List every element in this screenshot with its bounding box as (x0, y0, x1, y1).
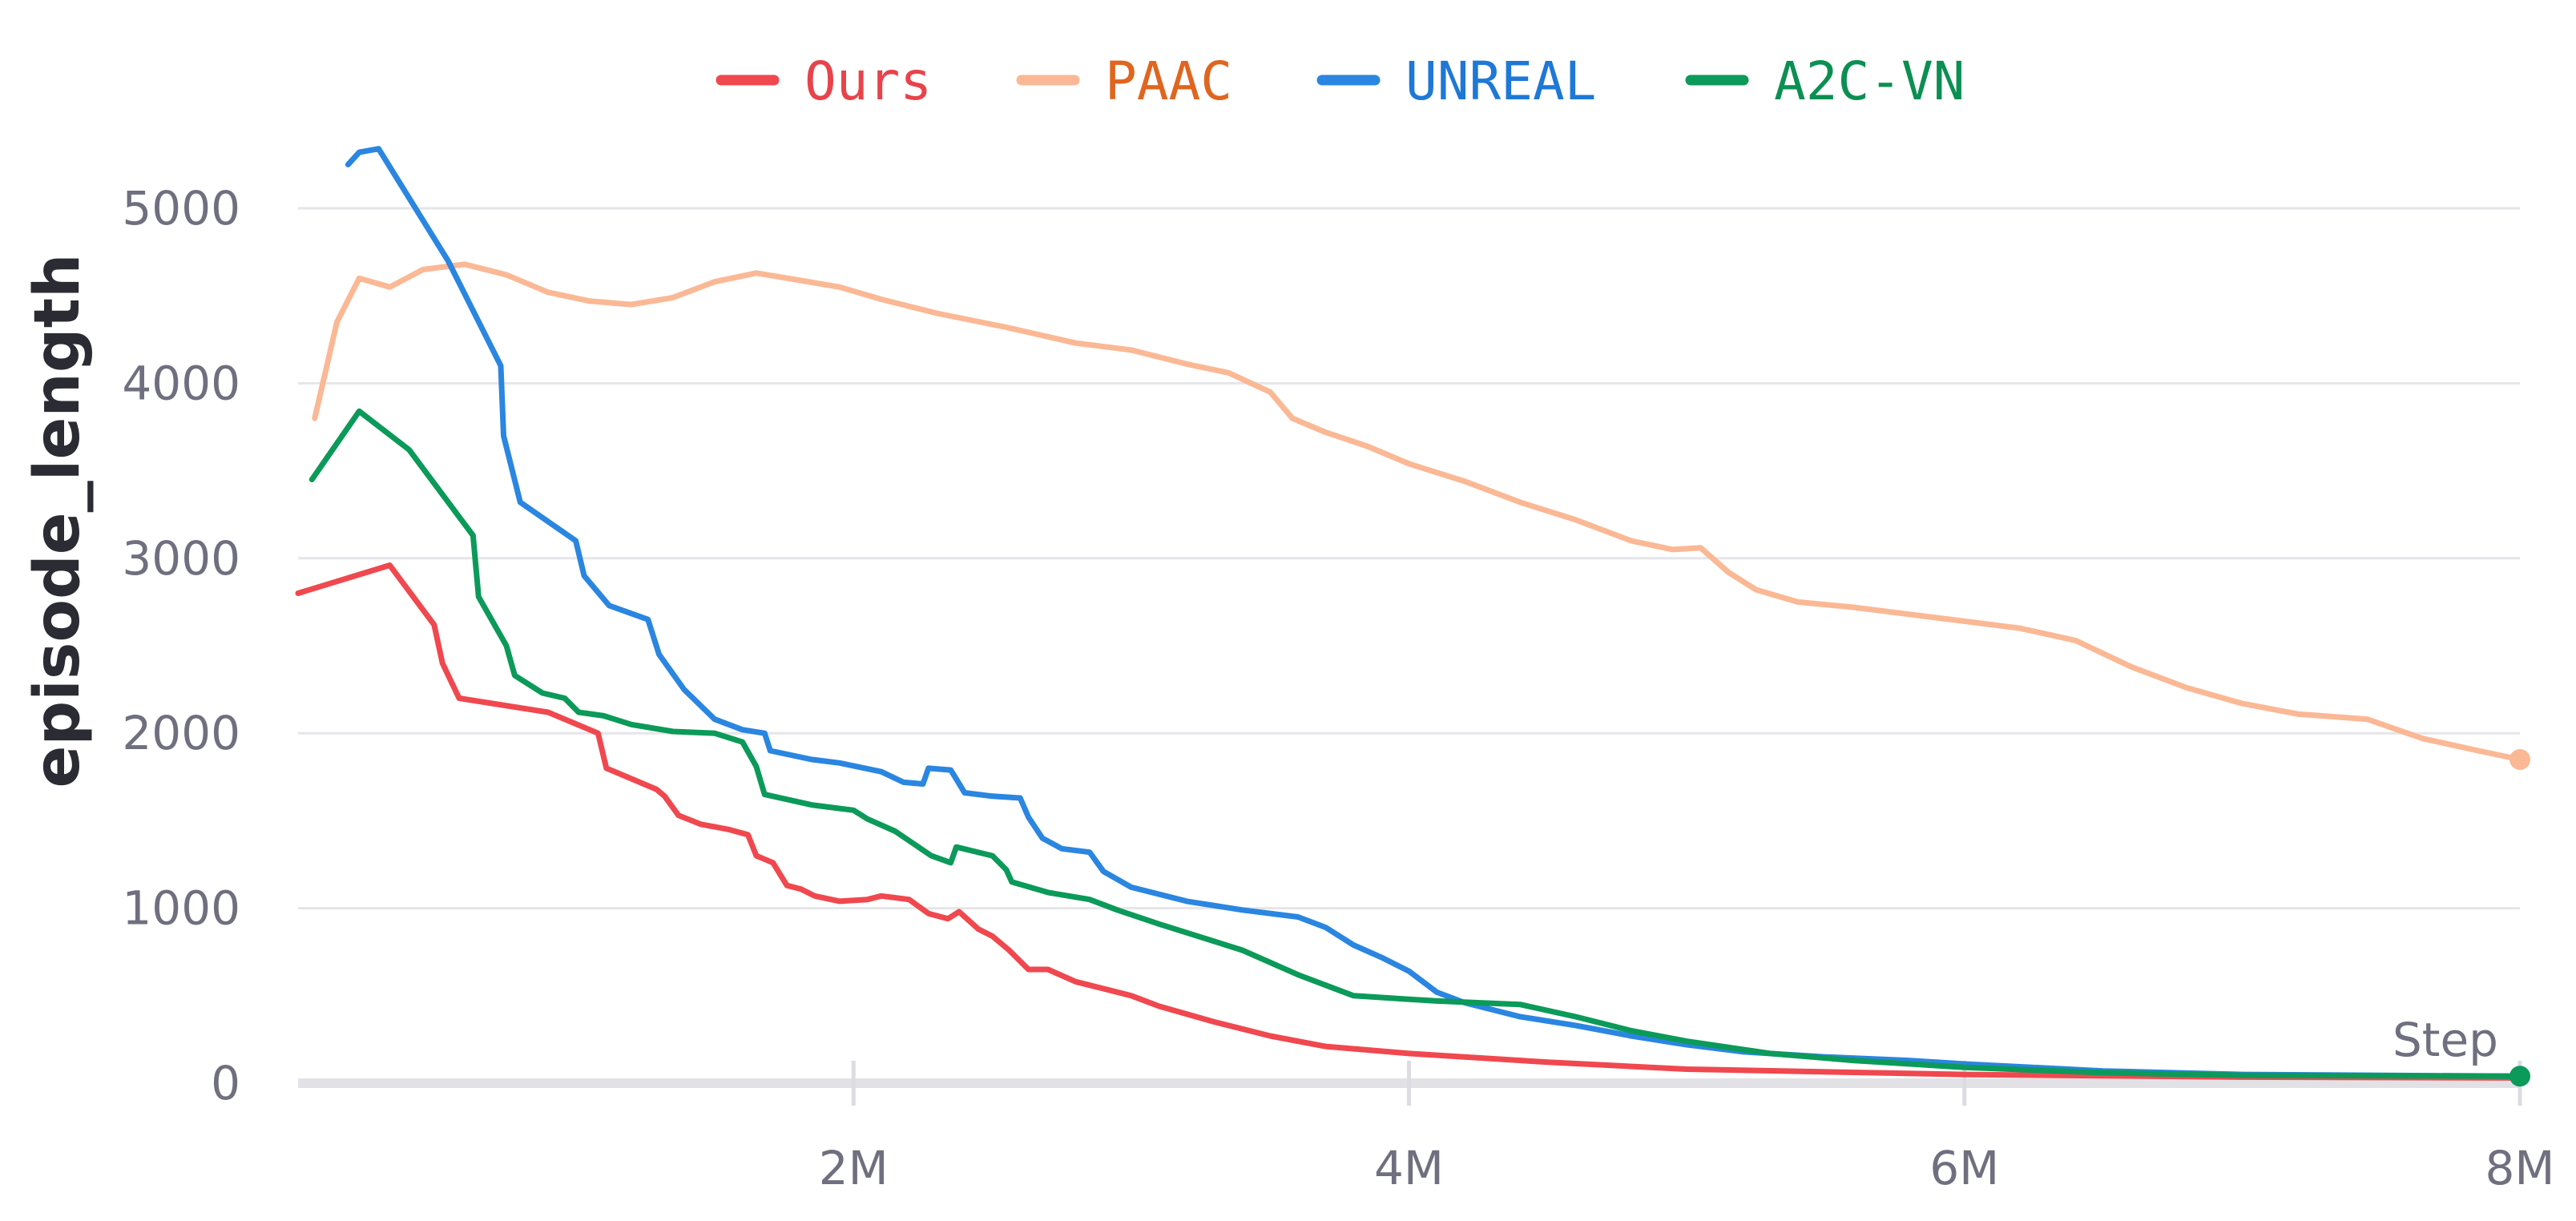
y-tick-label: 0 (211, 1056, 240, 1110)
axes: 0 1000 2000 3000 4000 5000 2M 4M 6M 8M (122, 181, 2554, 1195)
legend-label: PAAC (1105, 50, 1232, 112)
y-axis-label: episode_length (22, 253, 94, 788)
x-tick-label: 4M (1374, 1141, 1444, 1195)
series-line-paac (312, 261, 2523, 763)
series-line-a2c-vn (308, 408, 2523, 1079)
x-tick-label: 6M (1929, 1141, 1999, 1195)
series-end-marker (2509, 748, 2530, 770)
x-axis-step-label: Step (2393, 1013, 2498, 1067)
grid-lines (298, 207, 2520, 910)
series-line-unreal (345, 146, 2523, 1079)
y-tick-label: 3000 (122, 531, 240, 586)
legend-label: Ours (804, 50, 932, 112)
series-end-marker (2509, 1066, 2530, 1087)
x-tick-label: 8M (2485, 1141, 2555, 1195)
y-tick-label: 1000 (122, 881, 240, 936)
series-lines (295, 146, 2530, 1087)
y-tick-label: 4000 (122, 356, 240, 410)
legend: Ours PAAC UNREAL A2C-VN (716, 50, 1965, 112)
series-line-ours (295, 562, 2523, 1081)
y-tick-label: 2000 (122, 706, 240, 760)
x-tick-label: 2M (819, 1141, 889, 1195)
legend-label: UNREAL (1405, 50, 1596, 112)
y-tick-label: 5000 (122, 181, 240, 236)
legend-label: A2C-VN (1774, 50, 1965, 112)
